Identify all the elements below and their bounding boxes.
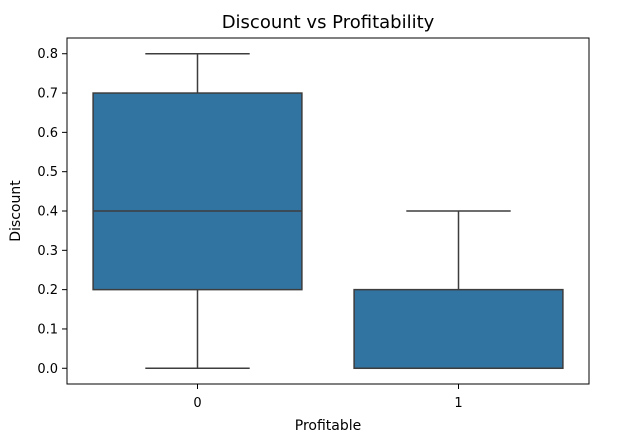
y-tick-label: 0.2 — [37, 283, 58, 298]
y-tick-label: 0.4 — [37, 205, 58, 220]
y-tick-label: 0.6 — [37, 126, 58, 141]
y-tick-label: 0.5 — [37, 165, 58, 180]
box-1 — [353, 210, 564, 370]
box-body — [92, 92, 303, 291]
y-tick-label: 0.3 — [37, 244, 58, 259]
y-tick-label: 0.0 — [37, 362, 58, 377]
box-body — [353, 288, 564, 370]
x-tick-label: 1 — [454, 396, 462, 411]
y-tick-label: 0.1 — [37, 322, 58, 337]
x-axis-label: Profitable — [295, 418, 362, 434]
chart-title: Discount vs Profitability — [222, 12, 435, 33]
y-tick-label: 0.8 — [37, 47, 58, 62]
y-tick-label: 0.7 — [37, 87, 58, 102]
y-axis: 0.0 0.1 0.2 0.3 0.4 0.5 0.6 0.7 0.8 — [37, 47, 67, 377]
x-tick-label: 0 — [193, 396, 201, 411]
plot-area — [92, 52, 564, 370]
y-axis-label: Discount — [8, 180, 24, 242]
box-0 — [92, 52, 303, 370]
